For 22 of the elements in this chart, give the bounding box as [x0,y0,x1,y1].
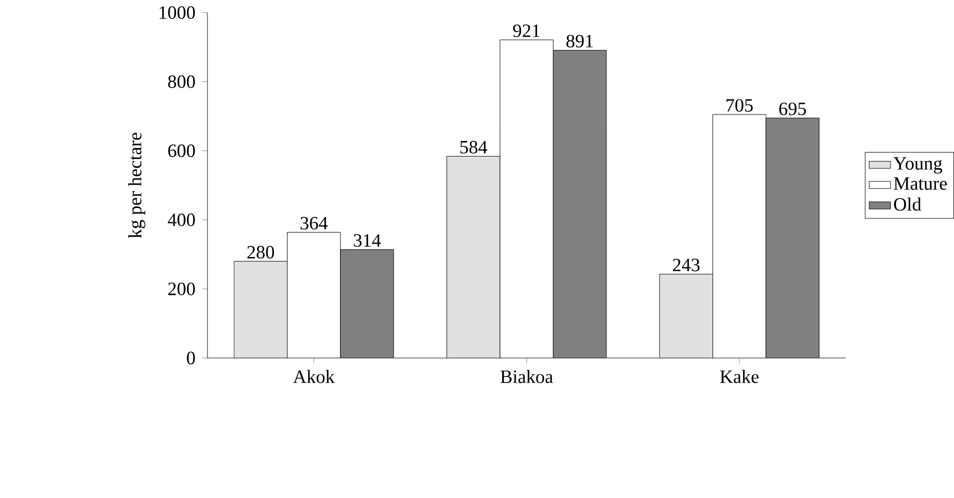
data-label: 314 [354,234,381,247]
data-label: 695 [779,102,806,116]
data-label: 243 [672,258,700,272]
data-label: 705 [726,99,753,112]
data-label: 364 [300,216,328,230]
data-label: 921 [513,24,540,38]
y-tick-label: 800 [168,75,195,88]
y-tick-label: 200 [168,282,195,296]
legend-label: Mature [894,177,947,190]
y-tick-label: 0 [186,352,195,364]
y-tick-label: 1000 [160,6,195,19]
data-label: 891 [566,34,593,48]
legend-label: Old [894,198,922,211]
x-tick-label: Akok [293,370,335,384]
data-label: 584 [460,140,488,154]
legend-label: Young [894,157,942,174]
y-tick-label: 600 [168,144,195,158]
data-label: 280 [247,246,274,259]
y-axis-title: kg per hectare [128,132,146,238]
x-tick-label: Kake [720,370,759,384]
x-tick-label: Biakoa [500,370,553,384]
y-tick-label: 400 [168,214,195,226]
